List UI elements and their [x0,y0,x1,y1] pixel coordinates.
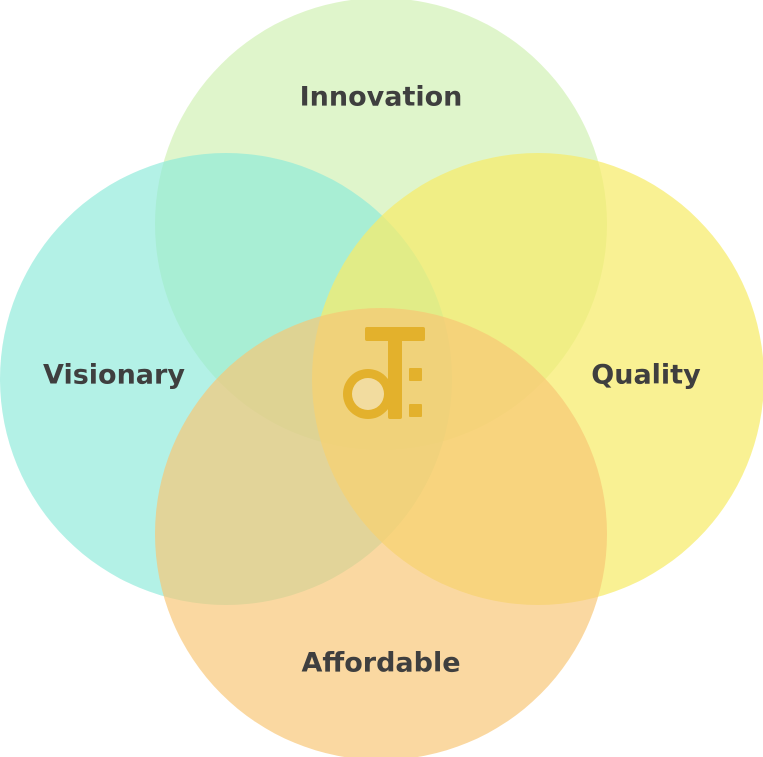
label-visionary: Visionary [43,360,185,391]
label-quality: Quality [591,360,701,391]
dt-music-note-logo-icon [343,327,425,419]
circle-affordable [155,308,607,757]
logo-dot-upper [409,368,422,381]
label-innovation: Innovation [300,82,463,113]
venn-labels: Innovation Visionary Quality Affordable [43,82,701,679]
label-affordable: Affordable [301,648,460,679]
logo-note-head-inner [352,378,384,410]
logo-dot-lower [409,404,422,417]
